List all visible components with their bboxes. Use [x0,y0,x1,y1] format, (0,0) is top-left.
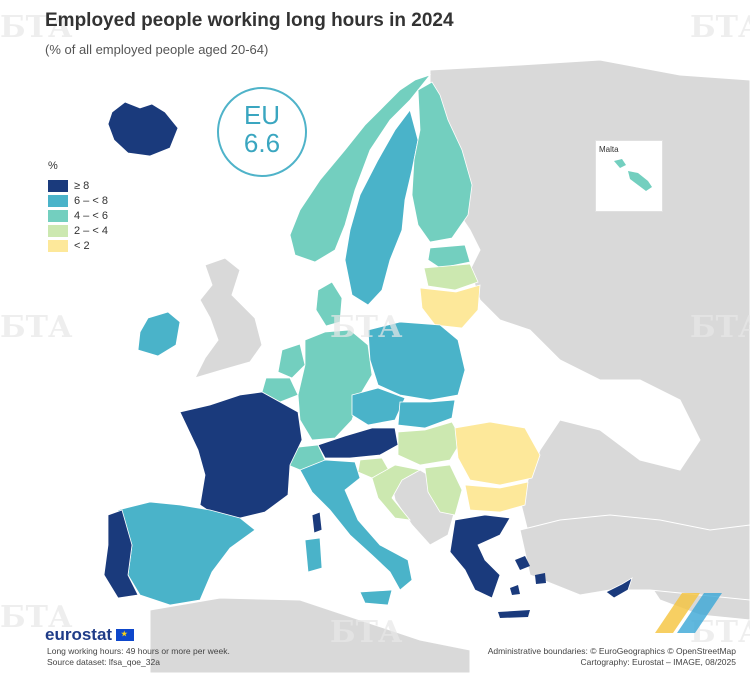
eurostat-logo: eurostat [45,625,135,645]
legend-swatch [48,209,68,222]
watermark: БТА [690,310,750,345]
legend-label: 2 – < 4 [74,224,108,237]
legend-swatch [48,224,68,237]
legend-item: 2 – < 4 [48,223,108,238]
map-title: Employed people working long hours in 20… [45,10,454,31]
region-greece [449,514,511,599]
region-czechia [351,387,406,426]
footnote-line: Cartography: Eurostat – IMAGE, 08/2025 [580,657,736,667]
region-germany [297,329,373,441]
region-sweden [344,109,419,306]
footnote-line: Long working hours: 49 hours or more per… [47,646,230,656]
region-iceland [107,101,179,157]
region-france [179,391,303,519]
region-norway [289,74,432,263]
region-bulgaria [464,481,529,513]
africa-land [149,597,471,673]
region-malta [614,159,652,191]
uk-land [194,257,263,379]
legend-swatch [48,194,68,207]
region-italy [299,459,413,591]
region-spain [117,501,256,606]
non-eu-land [429,59,750,621]
legend-item: < 2 [48,238,108,253]
legend-label: ≥ 8 [74,179,90,192]
legend: % ≥ 8 6 – < 8 4 – < 6 2 – < 4 < 2 [48,160,108,253]
legend-swatch [48,179,68,192]
footnote-line: Administrative boundaries: © EuroGeograp… [487,646,736,656]
legend-label: < 2 [74,239,90,252]
eu-average-badge: EU 6.6 [217,87,307,177]
malta-label: Malta [599,145,619,154]
region-sicily [359,589,393,606]
legend-label: 4 – < 6 [74,209,108,222]
eu-value: 6.6 [243,128,281,158]
region-greek-islands [510,556,546,595]
malta-inset: Malta [595,140,663,212]
region-cyprus [605,577,633,599]
legend-item: 4 – < 6 [48,208,108,223]
legend-item: ≥ 8 [48,178,108,193]
region-crete [498,610,530,618]
region-poland [367,321,466,401]
region-hungary [397,421,463,466]
watermark: БТА [0,10,73,45]
region-serbia [424,464,463,516]
region-lithuania [419,284,481,329]
region-sardinia [304,537,323,573]
watermark: БТА [330,310,403,345]
region-netherlands [277,343,306,379]
watermark: БТА [690,10,750,45]
legend-label: 6 – < 8 [74,194,108,207]
watermark: БТА [330,615,403,650]
malta-map [614,159,652,191]
region-corsica [311,511,323,534]
footnote-right: Administrative boundaries: © EuroGeograp… [488,646,736,668]
map-subtitle: (% of all employed people aged 20-64) [45,42,269,57]
watermark: БТА [0,310,73,345]
legend-swatch [48,239,68,252]
region-denmark [315,281,343,327]
region-ireland [137,311,181,357]
turkey-land [519,514,750,601]
legend-title: % [48,160,58,172]
region-slovakia [397,399,456,429]
region-belgium [261,377,299,403]
region-finland [411,81,473,243]
region-portugal [103,509,139,599]
watermark: БТА [0,600,73,635]
legend-item: 6 – < 8 [48,193,108,208]
eu-flag-icon [116,629,135,641]
region-romania [454,421,541,486]
logo-text: eurostat [45,625,113,644]
eu-label: EU [243,100,281,130]
region-latvia [423,263,479,291]
region-croatia [371,464,422,521]
footnote-line: Source dataset: lfsa_qoe_32a [47,657,160,667]
footnote-left: Long working hours: 49 hours or more per… [47,646,230,668]
bta-stripes-icon [655,593,722,633]
